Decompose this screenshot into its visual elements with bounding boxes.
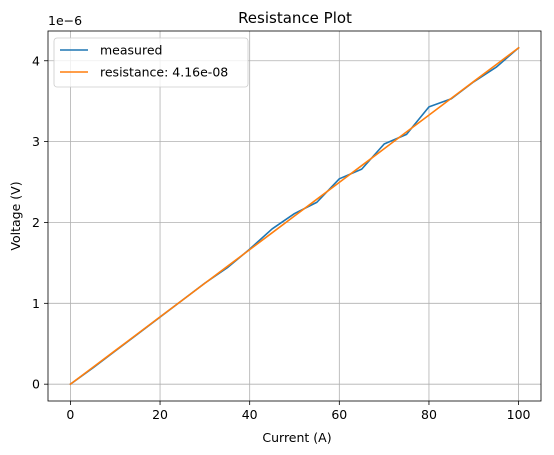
y-tick-label: 3 bbox=[32, 134, 40, 149]
y-tick-label: 2 bbox=[32, 215, 40, 230]
x-tick-label: 60 bbox=[331, 407, 347, 422]
x-tick-label: 20 bbox=[152, 407, 168, 422]
legend-label-1: resistance: 4.16e-08 bbox=[100, 65, 228, 80]
x-tick-label: 0 bbox=[66, 407, 74, 422]
legend-label-0: measured bbox=[100, 43, 162, 58]
legend: measured resistance: 4.16e-08 bbox=[53, 37, 249, 88]
y-axis-label: Voltage (V) bbox=[8, 181, 23, 250]
y-tick-label: 1 bbox=[32, 296, 40, 311]
x-tick-label: 80 bbox=[421, 407, 437, 422]
y-tick-label: 0 bbox=[32, 377, 40, 392]
plot-area: 0 20 40 60 80 100 0 1 2 3 4 bbox=[32, 30, 542, 422]
x-tick-label: 100 bbox=[507, 407, 531, 422]
y-tick-label: 4 bbox=[32, 53, 40, 68]
series-line-1 bbox=[69, 46, 520, 386]
y-offset-label: 1e−6 bbox=[48, 13, 82, 28]
legend-box bbox=[53, 37, 249, 88]
chart-title: Resistance Plot bbox=[238, 9, 352, 27]
axes-frame bbox=[47, 30, 542, 402]
x-axis-label: Current (A) bbox=[262, 430, 331, 445]
x-tick-label: 40 bbox=[242, 407, 258, 422]
